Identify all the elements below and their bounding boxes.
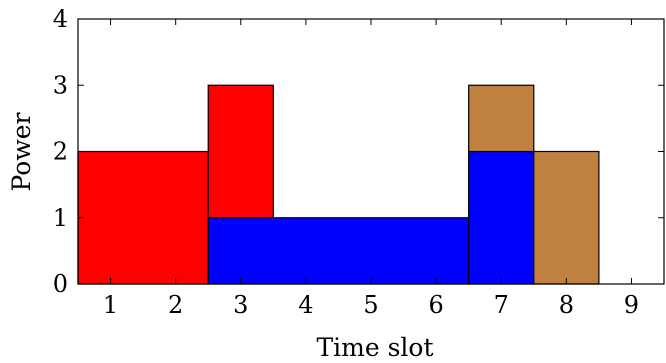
block-red-1 <box>77 150 209 285</box>
x-tick-label-9: 9 <box>624 291 639 319</box>
y-tick-label-0: 0 <box>53 270 68 298</box>
y-axis-title: Power <box>7 112 36 191</box>
x-tick-label-3: 3 <box>233 291 248 319</box>
x-tick-label-8: 8 <box>559 291 574 319</box>
x-tick-label-2: 2 <box>168 291 183 319</box>
x-tick-label-6: 6 <box>428 291 443 319</box>
block-blue-3 <box>207 217 470 285</box>
x-tick-label-1: 1 <box>103 291 118 319</box>
block-brown-5 <box>468 84 535 153</box>
block-blue-4 <box>468 150 535 285</box>
x-tick-labels: 1 2 3 4 5 6 7 8 9 <box>103 291 639 319</box>
x-axis-title: Time slot <box>316 333 433 362</box>
x-tick-label-4: 4 <box>298 291 313 319</box>
axis-ticks <box>78 18 664 285</box>
y-tick-label-4: 4 <box>53 5 68 33</box>
x-tick-label-5: 5 <box>363 291 378 319</box>
y-tick-label-2: 2 <box>53 138 68 166</box>
block-brown-6 <box>533 150 600 285</box>
chart-marks <box>77 84 600 285</box>
y-tick-label-3: 3 <box>53 71 68 99</box>
y-tick-labels: 0 1 2 3 4 <box>53 5 68 298</box>
x-tick-label-7: 7 <box>494 291 509 319</box>
block-red-2 <box>207 84 274 219</box>
y-tick-label-1: 1 <box>53 204 68 232</box>
